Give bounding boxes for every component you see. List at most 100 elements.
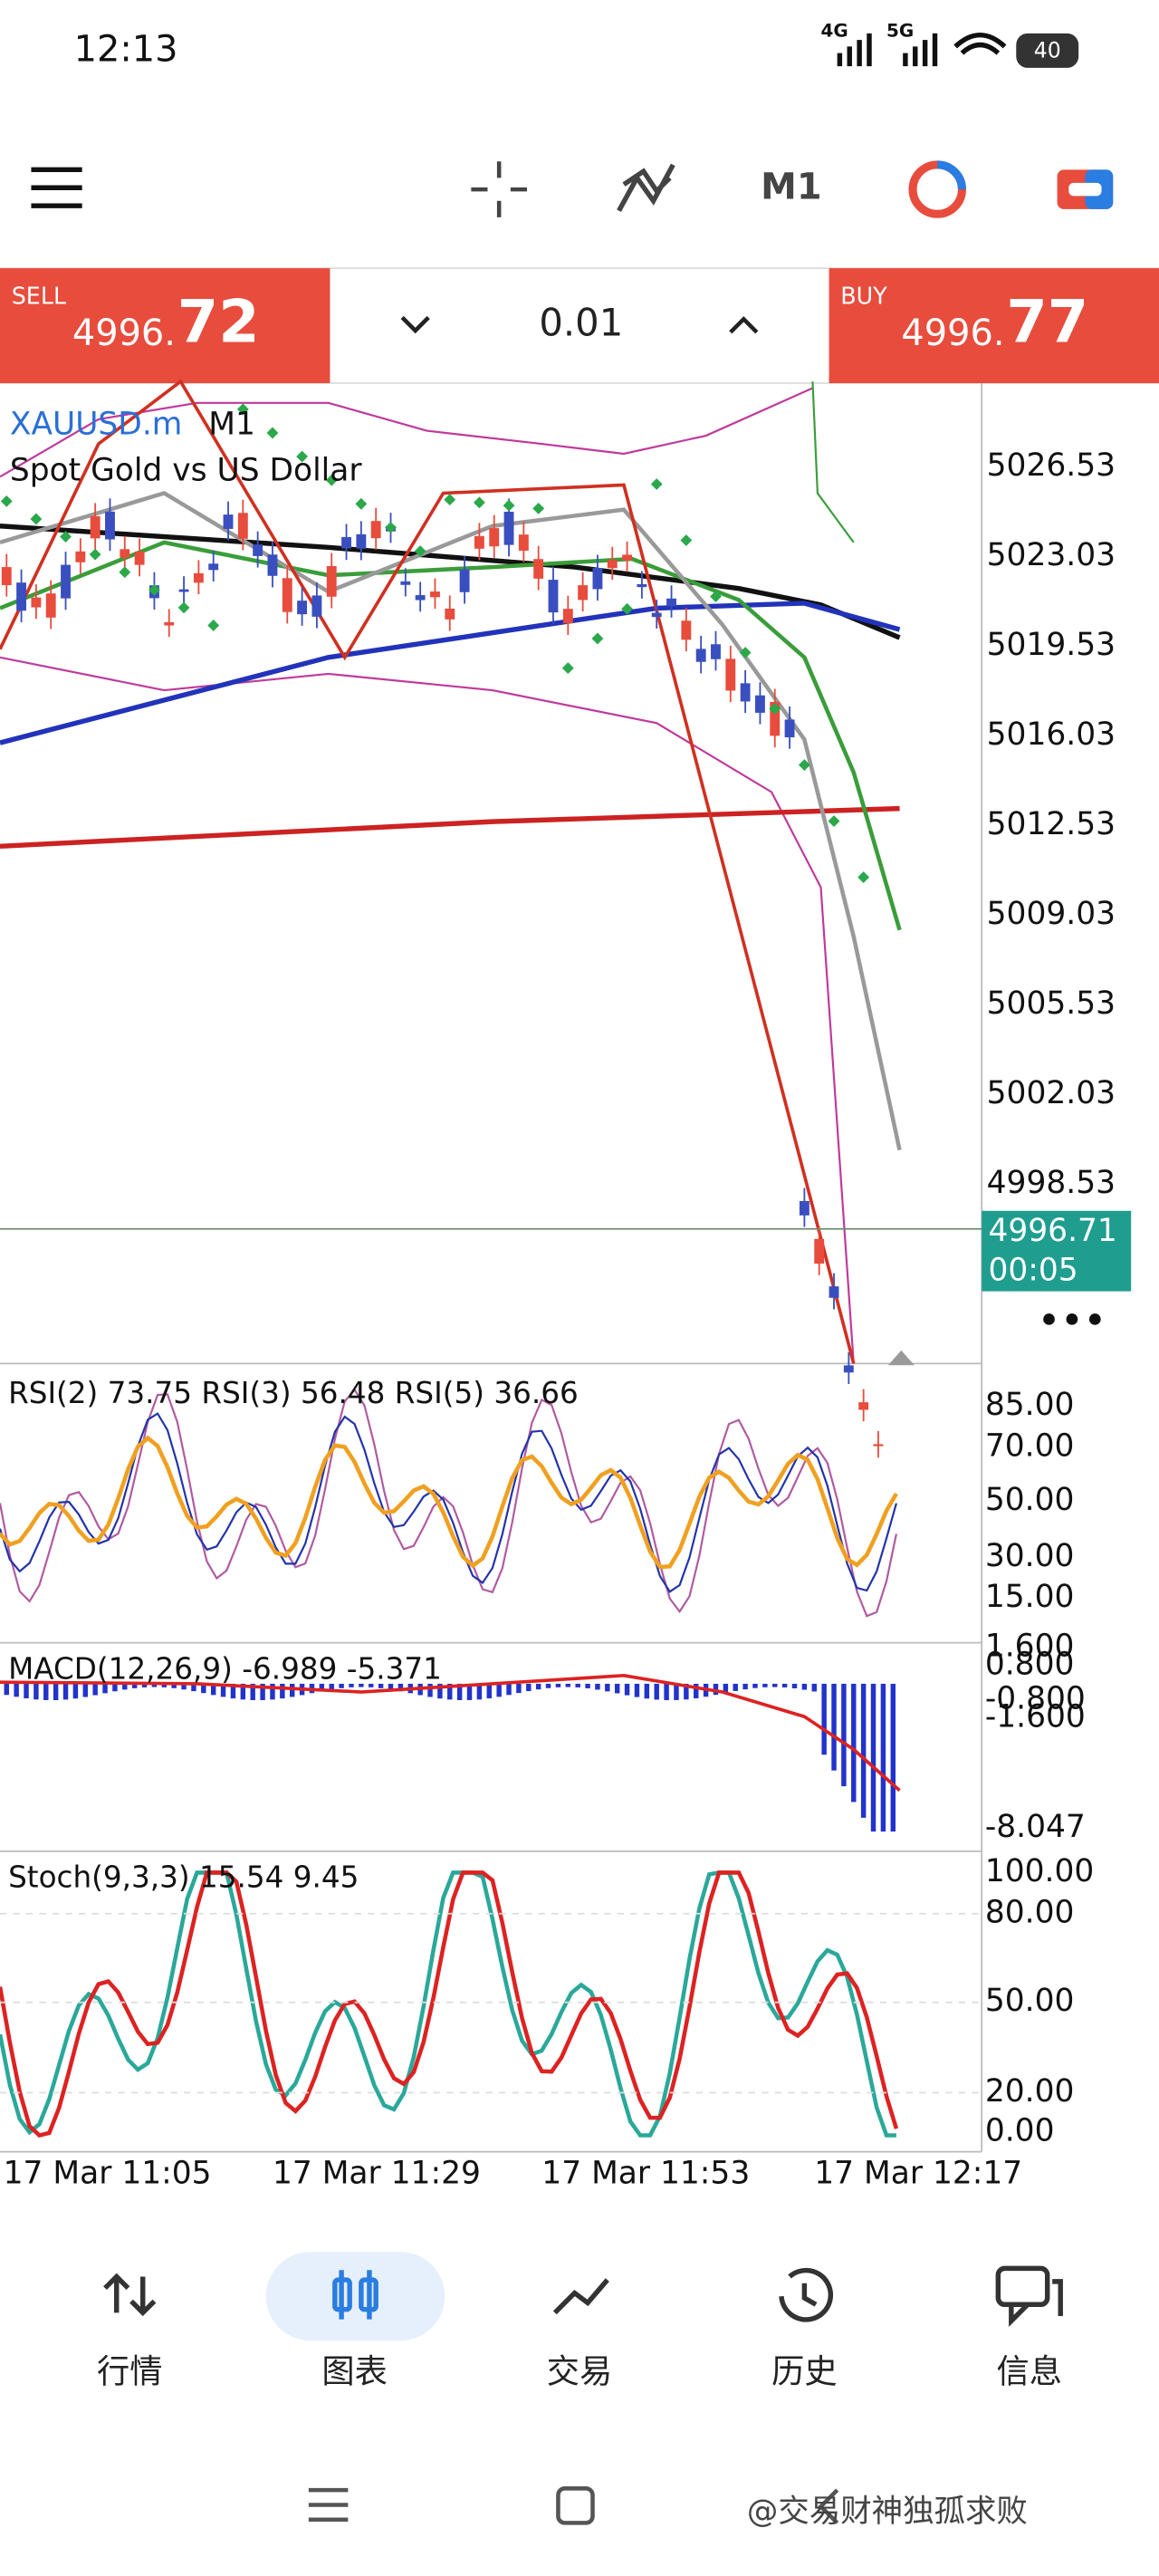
price-label: 5012.53 (987, 806, 1116, 842)
indicators-button[interactable] (617, 163, 675, 212)
macd-bar (447, 1683, 453, 1700)
one-click-button[interactable] (1057, 169, 1114, 209)
macd-bar (811, 1683, 817, 1692)
sar-dot (355, 497, 368, 510)
time-label: 17 Mar 12:17 (814, 2156, 1022, 2192)
candle-body (16, 582, 27, 611)
candle-body (770, 701, 781, 736)
macd-bar (34, 1683, 39, 1700)
macd-bar (890, 1683, 896, 1832)
trade-button[interactable] (908, 160, 966, 218)
macd-level: -1.600 (985, 1699, 1086, 1735)
bar-countdown: 00:05 (988, 1252, 1078, 1288)
chart-timeframe: M1 (208, 407, 255, 443)
candle-body (740, 683, 751, 702)
sar-dot (236, 403, 249, 416)
sar-dot (680, 534, 693, 546)
system-nav[interactable] (308, 2486, 839, 2525)
macd-level: -0.800 (985, 1681, 1086, 1717)
sell-button[interactable]: SELL 4996. 72 (0, 268, 330, 384)
macd-bar (359, 1683, 364, 1687)
candle-body (681, 620, 692, 640)
stoch-level: 0.00 (985, 2112, 1055, 2148)
nav-highlight (265, 2252, 445, 2341)
candle-body (61, 564, 71, 599)
macd-bar (112, 1683, 118, 1692)
signal-icon (837, 33, 872, 67)
macd-bar (230, 1683, 236, 1699)
macd-bar (752, 1683, 758, 1688)
candle-body (105, 511, 115, 540)
candle-body (1, 567, 12, 586)
candle-body (843, 1365, 854, 1373)
sar-dot (30, 513, 43, 525)
nav-icon (995, 2265, 1063, 2327)
macd-bar (24, 1683, 29, 1699)
sar-dot (119, 566, 131, 579)
macd-bar (506, 1683, 512, 1696)
candle-body (311, 595, 322, 617)
macd-bar (841, 1683, 847, 1787)
more-button[interactable] (1043, 1313, 1101, 1325)
price-chart (0, 379, 982, 2139)
symbol-description: Spot Gold vs US Dollar (10, 452, 362, 488)
timeframe-button[interactable]: M1 (761, 167, 821, 208)
rsi-level: 50.00 (985, 1482, 1075, 1518)
candle-body (208, 563, 219, 571)
sar-dot (739, 647, 752, 658)
macd-bar (605, 1683, 610, 1692)
lot-increase[interactable] (729, 316, 759, 334)
candle-body (90, 515, 101, 539)
battery-level: 40 (1034, 37, 1061, 62)
candle-body (253, 544, 263, 556)
macd-bar (43, 1683, 49, 1700)
moving-average (0, 491, 902, 1151)
macd-bar (781, 1683, 788, 1687)
sar-dot (798, 759, 810, 771)
candle-body (562, 609, 573, 624)
indicator-line (0, 1435, 898, 1570)
lot-decrease[interactable] (400, 315, 430, 334)
sar-dot (444, 494, 456, 505)
macd-bar (62, 1683, 69, 1700)
rsi-level: 70.00 (985, 1427, 1075, 1464)
macd-bar (210, 1683, 216, 1696)
time-label: 17 Mar 11:05 (4, 2156, 212, 2192)
candle-body (578, 585, 589, 601)
stoch-level: 80.00 (985, 1894, 1075, 1930)
sar-dot (266, 427, 279, 439)
sar-dot (621, 602, 633, 615)
macd-bar (476, 1683, 483, 1700)
macd-bar (614, 1683, 620, 1694)
rsi-label: RSI(2) 73.75 RSI(3) 56.48 RSI(5) 36.66 (8, 1376, 579, 1410)
candle-body (120, 549, 130, 558)
sar-dot (769, 703, 781, 715)
macd-bar (634, 1683, 640, 1697)
menu-button[interactable] (31, 167, 82, 208)
sar-dot (385, 521, 397, 533)
current-price-box (982, 1210, 1132, 1292)
stoch-level: 20.00 (985, 2073, 1075, 2110)
candle-body (134, 552, 145, 565)
sar-dot (650, 478, 663, 490)
lot-size[interactable]: 0.01 (539, 301, 623, 345)
envelope-line (811, 381, 855, 543)
sar-dot (503, 499, 515, 512)
nav-icon (332, 2270, 378, 2320)
macd-bar (851, 1683, 857, 1802)
macd-bar (595, 1683, 600, 1690)
sar-dot (0, 495, 13, 507)
candle-body (75, 551, 86, 562)
buy-button[interactable]: BUY 4996. 77 (829, 268, 1159, 384)
crosshair-button[interactable] (471, 161, 527, 217)
sar-dot (473, 496, 485, 509)
macd-bar (349, 1683, 354, 1687)
network-label: 4G (821, 19, 848, 41)
macd-bar (378, 1683, 384, 1688)
current-price: 4996.71 (988, 1213, 1116, 1249)
candle-body (489, 528, 500, 547)
candle-body (503, 511, 514, 545)
nav-label: 行情 (97, 2351, 163, 2390)
macd-bar (831, 1683, 837, 1771)
candle-body (341, 536, 351, 549)
